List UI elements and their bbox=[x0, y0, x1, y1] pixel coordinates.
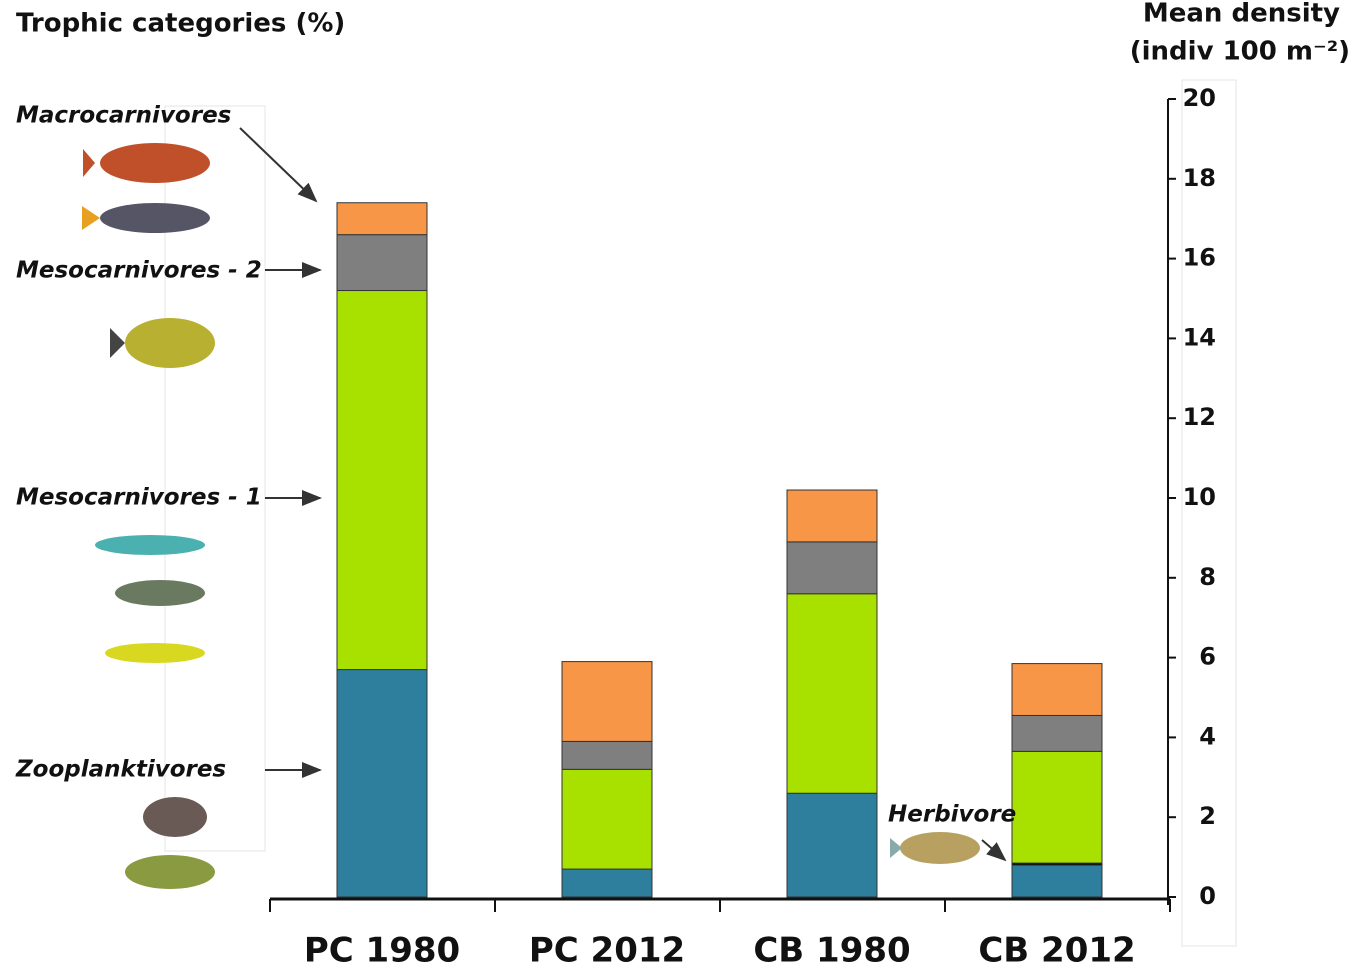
y-tick-label: 2 bbox=[1199, 802, 1216, 830]
chart: Trophic categories (%) Mean density (ind… bbox=[0, 0, 1355, 972]
bar-segment bbox=[787, 793, 877, 897]
y-tick-label: 14 bbox=[1183, 323, 1216, 351]
bar-segment bbox=[337, 235, 427, 291]
legend-label: Mesocarnivores - 2 bbox=[16, 258, 262, 284]
y-tick-label: 10 bbox=[1183, 483, 1216, 511]
y-tick-label: 0 bbox=[1199, 882, 1216, 910]
legend-arrow bbox=[240, 128, 316, 201]
y-axis-title: Mean density bbox=[1143, 0, 1340, 29]
bar-segment bbox=[562, 769, 652, 869]
y-tick-label: 18 bbox=[1183, 164, 1216, 192]
bar-segment bbox=[562, 662, 652, 742]
bar-segment bbox=[787, 594, 877, 794]
legend-label: Mesocarnivores - 1 bbox=[16, 485, 262, 511]
bar-segment bbox=[787, 490, 877, 542]
y-tick-label: 6 bbox=[1199, 643, 1216, 671]
bar-segment bbox=[337, 291, 427, 670]
x-tick-label: CB 2012 bbox=[978, 931, 1135, 971]
legend-label: Herbivore bbox=[888, 802, 1016, 828]
y-tick-label: 12 bbox=[1183, 403, 1216, 431]
bar-segment bbox=[562, 741, 652, 769]
legend-arrow bbox=[982, 840, 1005, 860]
bar-segment bbox=[1012, 715, 1102, 751]
y-tick-label: 16 bbox=[1183, 244, 1216, 272]
x-tick-label: PC 2012 bbox=[529, 931, 685, 971]
y-tick-label: 8 bbox=[1199, 563, 1216, 591]
y-axis-unit: (indiv 100 m⁻²) bbox=[1130, 37, 1350, 67]
x-tick-label: PC 1980 bbox=[304, 931, 460, 971]
bar-segment bbox=[337, 670, 427, 897]
bar-segment bbox=[787, 542, 877, 594]
legend-label: Macrocarnivores bbox=[16, 103, 231, 129]
y-tick-label: 20 bbox=[1183, 84, 1216, 112]
bar-segment bbox=[562, 869, 652, 897]
legend-label: Zooplanktivores bbox=[15, 757, 226, 783]
bar-segment bbox=[1012, 751, 1102, 863]
y-tick-label: 4 bbox=[1199, 722, 1216, 750]
bar-segment bbox=[1012, 865, 1102, 897]
chart-title: Trophic categories (%) bbox=[16, 9, 345, 39]
x-tick-label: CB 1980 bbox=[753, 931, 910, 971]
bar-segment bbox=[337, 203, 427, 235]
bar-segment bbox=[1012, 664, 1102, 716]
